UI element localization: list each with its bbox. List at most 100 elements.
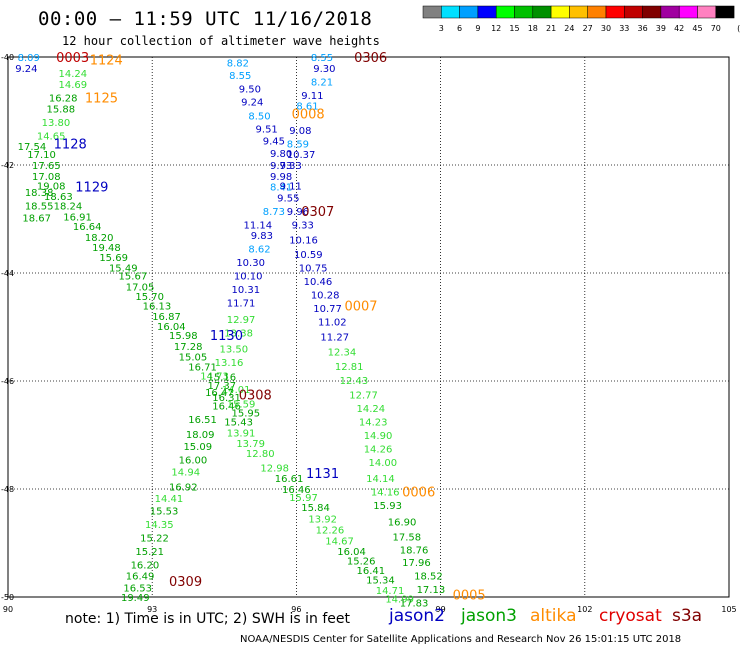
swh-value-label: 8.55 (311, 53, 333, 64)
colorbar-swatch (550, 5, 570, 19)
swh-value-label: 10.46 (304, 277, 333, 288)
swh-value-label: 14.01 (222, 385, 251, 396)
pass-time-label: 0005 (453, 588, 486, 603)
colorbar-swatch (514, 5, 534, 19)
swh-value-label: 9.08 (289, 126, 311, 137)
swh-value-label: 15.84 (301, 503, 330, 514)
swh-value-label: 13.80 (42, 118, 71, 129)
swh-value-label: 9.96 (287, 207, 309, 218)
colorbar-swatch (715, 5, 735, 19)
swh-value-label: 8.41 (270, 183, 292, 194)
colorbar-swatch (624, 5, 643, 19)
swh-value-label: 16.46 (282, 485, 311, 496)
colorbar-tick-label: 15 (509, 24, 519, 33)
swh-value-label: 14.24 (58, 69, 87, 80)
swh-value-label: 14.35 (145, 520, 174, 531)
swh-value-label: 9.98 (270, 172, 292, 183)
legend-jason3: jason3 (461, 606, 517, 626)
swh-value-label: 13.79 (236, 439, 265, 450)
lon-tick-label: 96 (291, 605, 301, 614)
lat-tick-label: -40 (1, 53, 14, 62)
swh-value-label: 17.37 (207, 381, 236, 392)
pass-time-label: 0307 (301, 205, 334, 220)
swh-value-label: 11.71 (227, 299, 256, 310)
swh-value-label: 16.41 (356, 566, 385, 577)
colorbar-tick-label: 45 (692, 24, 702, 33)
pass-time-label: 1130 (210, 329, 243, 344)
swh-value-label: 9.11 (301, 91, 323, 102)
swh-value-label: 18.52 (414, 571, 443, 582)
swh-value-label: 8.73 (263, 207, 285, 218)
colorbar-swatch (477, 5, 497, 19)
swh-value-label: 12.77 (349, 391, 378, 402)
colorbar-tick-label: 9 (475, 24, 480, 33)
swh-value-label: 14.90 (364, 431, 393, 442)
swh-value-label: 16.51 (188, 415, 217, 426)
pass-time-label: 0008 (292, 108, 325, 123)
swh-value-label: 14.14 (366, 474, 395, 485)
pass-time-label: 0006 (402, 486, 435, 501)
swh-value-label: 9.33 (280, 161, 302, 172)
pass-time-label: 1129 (75, 181, 108, 196)
page-subtitle: 12 hour collection of altimeter wave hei… (62, 34, 380, 48)
colorbar-swatch (532, 5, 552, 19)
swh-value-label: 8.62 (248, 245, 270, 256)
swh-value-label: 8.21 (311, 77, 333, 88)
swh-value-label: 16.53 (123, 583, 152, 594)
colorbar-tick-label: 33 (619, 24, 629, 33)
colorbar-swatch (697, 5, 717, 19)
colorbar-tick-label: 18 (528, 24, 538, 33)
swh-value-label: 10.31 (232, 285, 261, 296)
swh-value-label: 16.61 (275, 474, 304, 485)
swh-value-label: 18.76 (400, 545, 429, 556)
swh-value-label: 17.28 (174, 342, 203, 353)
swh-value-label: 18.38 (25, 188, 54, 199)
colorbar-swatch (642, 5, 662, 19)
swh-value-label: 19.48 (92, 243, 121, 254)
swh-value-label: 16.92 (169, 482, 198, 493)
swh-value-label: 12.26 (316, 526, 345, 537)
swh-value-label: 15.09 (183, 442, 212, 453)
swh-value-label: 16.31 (212, 393, 241, 404)
legend-s3a: s3a (672, 606, 703, 626)
lat-tick-label: -46 (1, 377, 14, 386)
swh-value-label: 14.99 (385, 595, 414, 606)
pass-time-label: 1128 (54, 137, 87, 152)
page-title: 00:00 – 11:59 UTC 11/16/2018 (38, 8, 373, 30)
swh-value-label: 15.98 (169, 331, 198, 342)
colorbar-tick-label: 24 (564, 24, 574, 33)
swh-value-label: 9.51 (256, 124, 278, 135)
lat-tick-label: -42 (1, 161, 14, 170)
colorbar-tick-label: 12 (491, 24, 501, 33)
swh-value-label: 13.50 (219, 345, 248, 356)
swh-value-label: 18.24 (54, 202, 83, 213)
swh-value-label: 16.00 (179, 455, 208, 466)
swh-value-label: 14.65 (37, 131, 66, 142)
swh-value-label: 9.30 (313, 64, 335, 75)
lat-tick-label: -50 (1, 593, 14, 602)
swh-value-label: 9.83 (251, 231, 273, 242)
swh-value-label: 19.08 (37, 182, 66, 193)
swh-value-label: 9.55 (277, 193, 299, 204)
colorbar-swatch (422, 5, 442, 19)
swh-value-label: 11.14 (244, 220, 273, 231)
swh-value-label: 9.80 (270, 149, 292, 160)
swh-value-label: 15.21 (135, 547, 164, 558)
swh-value-label: 12.34 (328, 347, 357, 358)
swh-value-label: 17.58 (393, 533, 422, 544)
swh-value-label: 14.26 (364, 445, 393, 456)
swh-value-label: 15.67 (119, 272, 148, 283)
swh-value-label: 15.70 (135, 292, 164, 303)
legend-altika: altika (530, 606, 577, 626)
credit-line: NOAA/NESDIS Center for Satellite Applica… (240, 634, 682, 645)
swh-value-label: 16.20 (131, 561, 160, 572)
legend-jason2: jason2 (389, 606, 445, 626)
swh-value-label: 9.50 (239, 84, 261, 95)
colorbar-tick-label: 70 (711, 24, 721, 33)
swh-value-label: 16.04 (337, 547, 366, 558)
legend-cryosat: cryosat (599, 606, 662, 626)
swh-value-label: 15.97 (289, 493, 318, 504)
swh-value-label: 17.54 (18, 142, 47, 153)
swh-value-label: 10.30 (236, 258, 265, 269)
